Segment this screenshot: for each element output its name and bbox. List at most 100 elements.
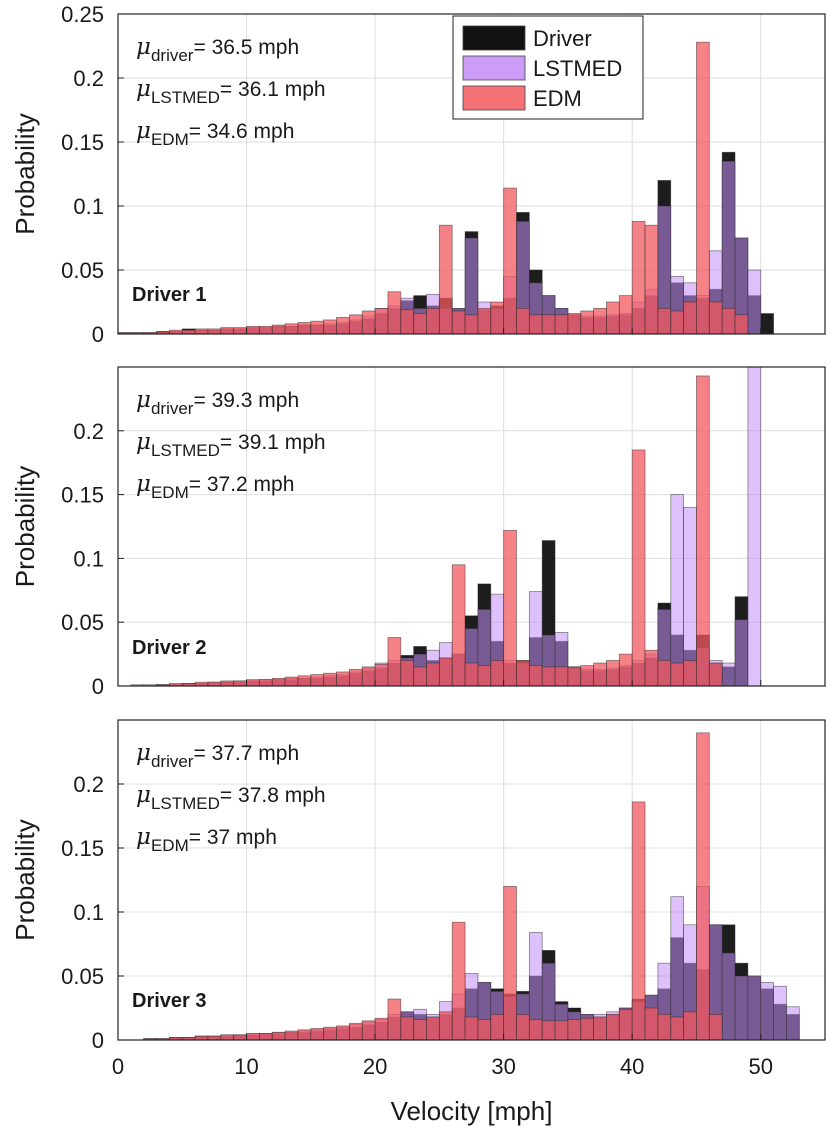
ytick-label: 0 — [92, 674, 104, 699]
stat-line: μdriver= 36.5 mph — [136, 34, 299, 65]
bar-driver-50 — [760, 313, 774, 334]
stat-value: = 39.3 mph — [193, 389, 299, 412]
ytick-label: 0.15 — [61, 836, 104, 861]
stat-subscript: LSTMED — [151, 441, 220, 460]
bar-edm-8 — [220, 1034, 235, 1040]
stat-value: = 37.7 mph — [193, 742, 299, 765]
bar-edm-19 — [361, 1020, 376, 1040]
bar-edm-28 — [477, 307, 492, 334]
bar-edm-26 — [451, 564, 466, 686]
bar-edm-12 — [271, 1031, 286, 1040]
bar-edm-8 — [220, 680, 235, 686]
bar-lstmed-47 — [721, 662, 736, 686]
bar-edm-15 — [310, 320, 325, 334]
bar-edm-19 — [361, 310, 376, 334]
panel-label: Driver 1 — [132, 284, 207, 306]
bar-edm-26 — [451, 310, 466, 334]
bar-edm-15 — [310, 1028, 325, 1040]
ytick-label: 0.1 — [73, 900, 104, 925]
bar-edm-21 — [387, 291, 402, 334]
xtick-label: 50 — [748, 1054, 772, 1079]
bar-edm-40 — [631, 801, 646, 1040]
ytick-label: 0 — [92, 322, 104, 347]
legend-label-edm: EDM — [533, 86, 582, 111]
bar-edm-40 — [631, 449, 646, 686]
bar-edm-9 — [233, 1034, 247, 1040]
stat-line: μLSTMED= 36.1 mph — [136, 76, 326, 107]
stat-symbol: μ — [136, 34, 151, 60]
bar-edm-18 — [348, 314, 363, 334]
bar-edm-25 — [438, 657, 453, 686]
ytick-label: 0.05 — [61, 610, 104, 635]
bar-edm-34 — [554, 1020, 569, 1040]
bar-edm-27 — [464, 662, 479, 686]
panel-label: Driver 2 — [132, 637, 207, 659]
stat-subscript: EDM — [151, 836, 189, 855]
panel-label: Driver 3 — [132, 990, 207, 1012]
bar-edm-46 — [708, 662, 723, 686]
bar-edm-9 — [233, 327, 247, 334]
bar-lstmed-47 — [721, 952, 736, 1040]
plot-frame — [117, 366, 826, 687]
legend: Driver LSTMED EDM — [452, 15, 644, 120]
bar-edm-35 — [567, 666, 582, 686]
bar-edm-9 — [233, 680, 247, 686]
bar-edm-30 — [503, 187, 517, 334]
bar-edm-43 — [670, 310, 685, 334]
stat-value: = 37.2 mph — [189, 473, 295, 496]
legend-label-driver: Driver — [533, 26, 592, 51]
bar-edm-33 — [541, 314, 556, 334]
bar-edm-26 — [451, 921, 466, 1040]
legend-label-lstmed: LSTMED — [533, 56, 622, 81]
bar-edm-37 — [593, 1016, 607, 1040]
bar-edm-46 — [708, 1014, 723, 1040]
bar-edm-44 — [683, 301, 697, 334]
bar-edm-29 — [490, 1014, 505, 1040]
stat-value: = 34.6 mph — [189, 120, 295, 143]
ytick-label: 0.2 — [73, 66, 104, 91]
bar-lstmed-49 — [747, 975, 762, 1040]
ylabel: Probability — [10, 819, 40, 940]
bar-edm-18 — [348, 1022, 363, 1040]
ytick-label: 0.1 — [73, 194, 104, 219]
stat-symbol: μ — [136, 740, 151, 766]
stat-line: μdriver= 37.7 mph — [136, 740, 299, 771]
stat-value: = 37.8 mph — [220, 784, 326, 807]
legend-swatch-edm — [462, 85, 526, 111]
bar-edm-36 — [580, 665, 595, 686]
series-edm — [118, 41, 749, 334]
stat-symbol: μ — [136, 429, 151, 455]
stat-value: = 36.1 mph — [220, 78, 326, 101]
bar-edm-16 — [323, 319, 337, 334]
bar-edm-31 — [516, 660, 530, 686]
xtick-label: 0 — [112, 1054, 124, 1079]
stat-subscript: driver — [151, 46, 194, 65]
stat-symbol: μ — [136, 76, 151, 102]
xlabel: Velocity [mph] — [391, 1096, 553, 1126]
bar-edm-20 — [374, 1017, 389, 1040]
stat-line: μEDM= 37.2 mph — [136, 471, 294, 502]
bar-edm-43 — [670, 662, 685, 686]
bar-edm-42 — [657, 660, 672, 686]
bar-edm-16 — [323, 1026, 337, 1040]
xtick-label: 10 — [234, 1054, 258, 1079]
bar-edm-45 — [696, 732, 710, 1040]
bar-edm-12 — [271, 324, 286, 334]
plot-frame — [117, 13, 826, 335]
bar-edm-13 — [284, 676, 299, 686]
bar-lstmed-48 — [734, 619, 749, 686]
xtick-label: 30 — [491, 1054, 515, 1079]
bar-edm-19 — [361, 666, 376, 686]
stat-value: = 37 mph — [189, 826, 277, 849]
bars — [118, 41, 774, 334]
stat-symbol: μ — [136, 471, 151, 497]
legend-swatch-lstmed — [462, 55, 526, 81]
bar-edm-44 — [683, 1011, 697, 1040]
bar-edm-32 — [528, 1019, 543, 1040]
bar-edm-40 — [631, 220, 646, 334]
bar-edm-23 — [413, 1019, 427, 1040]
bar-lstmed-49 — [747, 269, 762, 334]
bar-lstmed-50 — [760, 982, 774, 1040]
